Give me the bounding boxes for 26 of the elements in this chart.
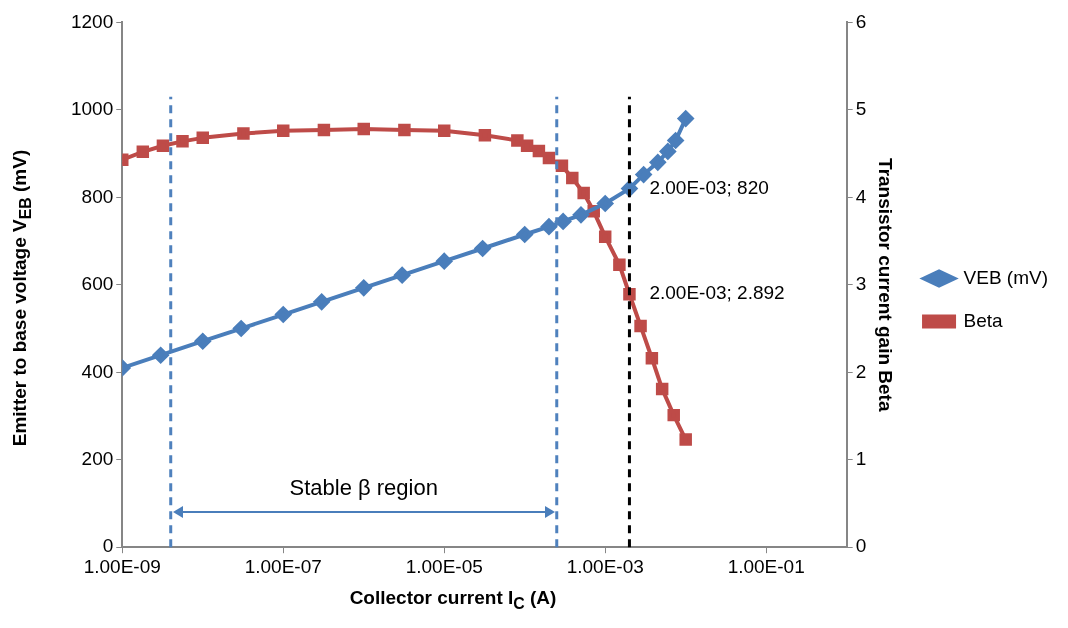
y2-axis-title: Transistor current gain Beta [875, 158, 897, 412]
x-axis-title: Collector current I$_{C}$ (A) [349, 587, 557, 613]
x-tick-label: 1.00E-01 [727, 555, 805, 577]
y2-tick-label: 4 [855, 185, 867, 207]
y-tick-label: 1000 [70, 98, 114, 120]
y2-tick-label: 5 [855, 98, 867, 120]
y-tick-label: 800 [81, 185, 114, 207]
y2-tick-label: 0 [855, 535, 867, 557]
y-tick-label: 600 [81, 273, 114, 295]
y2-tick-label: 1 [855, 447, 867, 469]
y2-tick-label: 6 [855, 10, 867, 32]
x-tick-label: 1.00E-07 [244, 555, 322, 577]
annotation: Stable β region [289, 475, 438, 501]
data-label: 2.00E-03; 820 [649, 176, 769, 198]
legend-label: VEB (mV) [963, 266, 1048, 288]
y2-tick-label: 3 [855, 273, 867, 295]
y-tick-label: 200 [81, 447, 114, 469]
legend-label: Beta [963, 309, 1004, 331]
y2-tick-label: 2 [855, 360, 867, 382]
data-label: 2.00E-03; 2.892 [649, 282, 785, 304]
y-tick-label: 0 [102, 535, 114, 557]
y-tick-label: 400 [81, 360, 114, 382]
y-tick-label: 1200 [70, 10, 114, 32]
x-tick-label: 1.00E-03 [566, 555, 644, 577]
x-tick-label: 1.00E-09 [83, 555, 161, 577]
x-tick-label: 1.00E-05 [405, 555, 483, 577]
